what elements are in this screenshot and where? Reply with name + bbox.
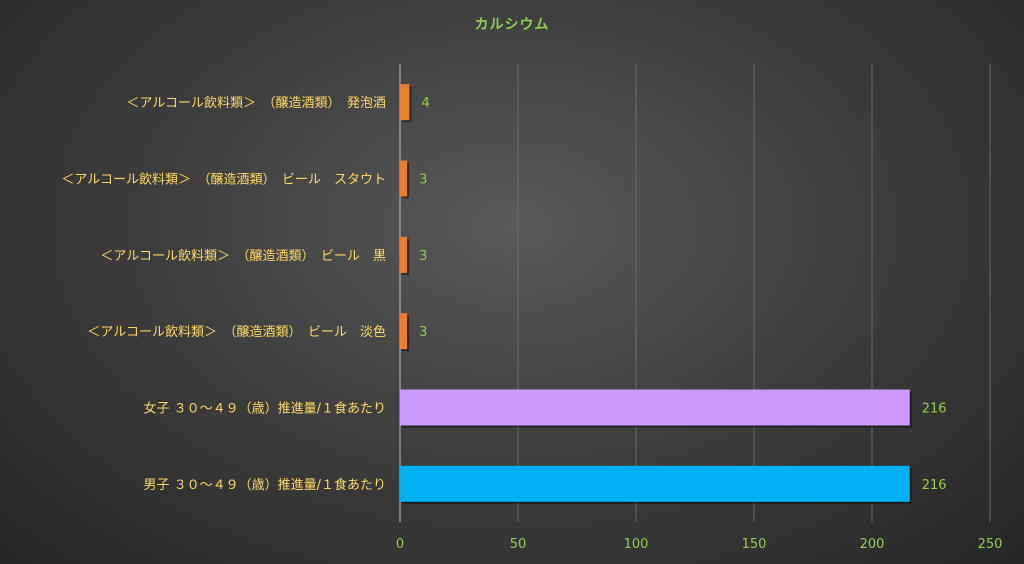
data-label-2: 3 [419, 249, 427, 264]
bar-2 [400, 236, 408, 273]
data-label-4: 216 [922, 402, 947, 417]
bar-0 [400, 84, 410, 121]
category-label-0: ＜アルコール飲料類＞ （醸造酒類） 発泡酒 [126, 95, 386, 111]
category-label-1: ＜アルコール飲料類＞ （醸造酒類） ビール スタウト [61, 172, 386, 188]
bar-3 [400, 313, 408, 350]
chart-title: カルシウム [474, 17, 550, 33]
data-label-3: 3 [419, 325, 427, 340]
x-tick-label-4: 200 [860, 537, 885, 552]
data-label-0: 4 [421, 96, 429, 111]
data-label-1: 3 [419, 173, 427, 188]
bar-5 [400, 465, 910, 502]
category-label-4: 女子 ３０～４９（歳）推進量/１食あたり [143, 401, 386, 417]
x-tick-label-3: 150 [742, 537, 767, 552]
category-label-3: ＜アルコール飲料類＞ （醸造酒類） ビール 淡色 [87, 324, 386, 340]
bar-1 [400, 160, 408, 197]
x-tick-label-1: 50 [510, 537, 527, 552]
data-label-5: 216 [922, 478, 947, 493]
bar-4 [400, 389, 910, 426]
category-label-5: 男子 ３０～４９（歳）推進量/１食あたり [143, 477, 386, 493]
category-label-2: ＜アルコール飲料類＞ （醸造酒類） ビール 黒 [100, 248, 386, 264]
x-tick-label-5: 250 [978, 537, 1003, 552]
x-tick-label-2: 100 [624, 537, 649, 552]
x-tick-label-0: 0 [396, 537, 404, 552]
